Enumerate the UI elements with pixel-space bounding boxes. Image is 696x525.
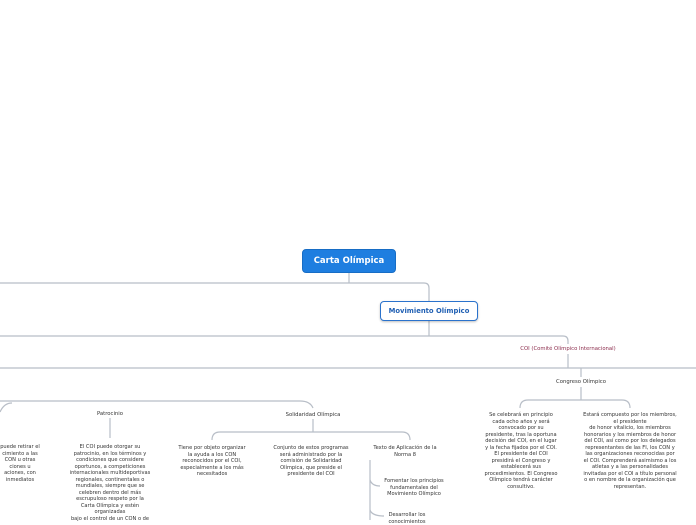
text-solidaridad-objeto[interactable]: Tiene por objeto organizar la ayuda a lo… xyxy=(178,445,246,478)
text-congreso-celebracion[interactable]: Se celebrará en principio cada ocho años… xyxy=(484,412,558,490)
root-topic-carta-olimpica[interactable]: Carta Olímpica xyxy=(302,249,396,273)
text-norma8-desarrollar[interactable]: Desarrollar los conocimientos xyxy=(388,512,426,525)
topic-congreso-olimpico[interactable]: Congreso Olímpico xyxy=(556,379,606,385)
text-congreso-composicion[interactable]: Estará compuesto por los miembros, el pr… xyxy=(583,412,677,490)
topic-patrocinio[interactable]: Patrocinio xyxy=(96,411,124,417)
topic-norma-8[interactable]: Texto de Aplicación de la Norma 8 xyxy=(373,445,437,458)
topic-coi[interactable]: COI (Comité Olímpico Internacional) xyxy=(520,346,616,352)
text-solidaridad-programas[interactable]: Conjunto de estos programas será adminis… xyxy=(273,445,349,478)
text-retiro-reconocimiento[interactable]: puede retirar el cimiento a las CON u ot… xyxy=(0,444,40,483)
topic-solidaridad-olimpica[interactable]: Solidaridad Olímpica xyxy=(285,412,341,418)
topic-movimiento-olimpico[interactable]: Movimiento Olímpico xyxy=(380,301,478,321)
text-norma8-fomentar[interactable]: Fomentar los principios fundamentales de… xyxy=(384,478,444,498)
text-patrocinio[interactable]: El COI puede otorgar su patrocinio, en l… xyxy=(69,444,151,522)
